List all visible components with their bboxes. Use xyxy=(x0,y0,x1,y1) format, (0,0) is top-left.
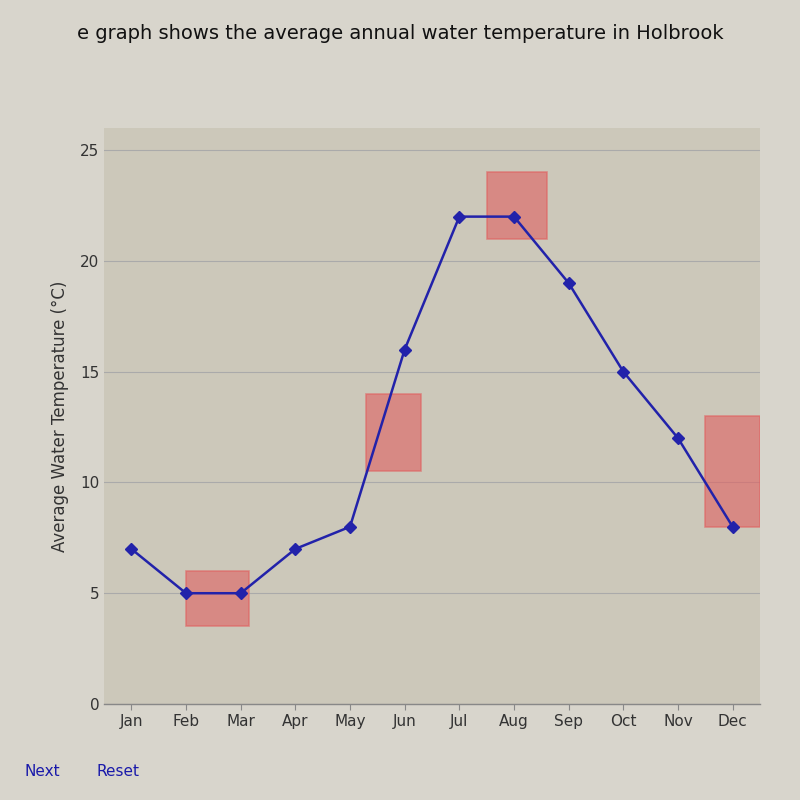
Bar xyxy=(706,416,760,526)
Text: e graph shows the average annual water temperature in Holbrook: e graph shows the average annual water t… xyxy=(77,24,723,43)
Bar xyxy=(186,571,249,626)
Text: Reset: Reset xyxy=(96,764,139,779)
Y-axis label: Average Water Temperature (°C): Average Water Temperature (°C) xyxy=(50,280,69,552)
Bar xyxy=(366,394,421,471)
Bar xyxy=(486,172,547,238)
Text: Next: Next xyxy=(24,764,60,779)
